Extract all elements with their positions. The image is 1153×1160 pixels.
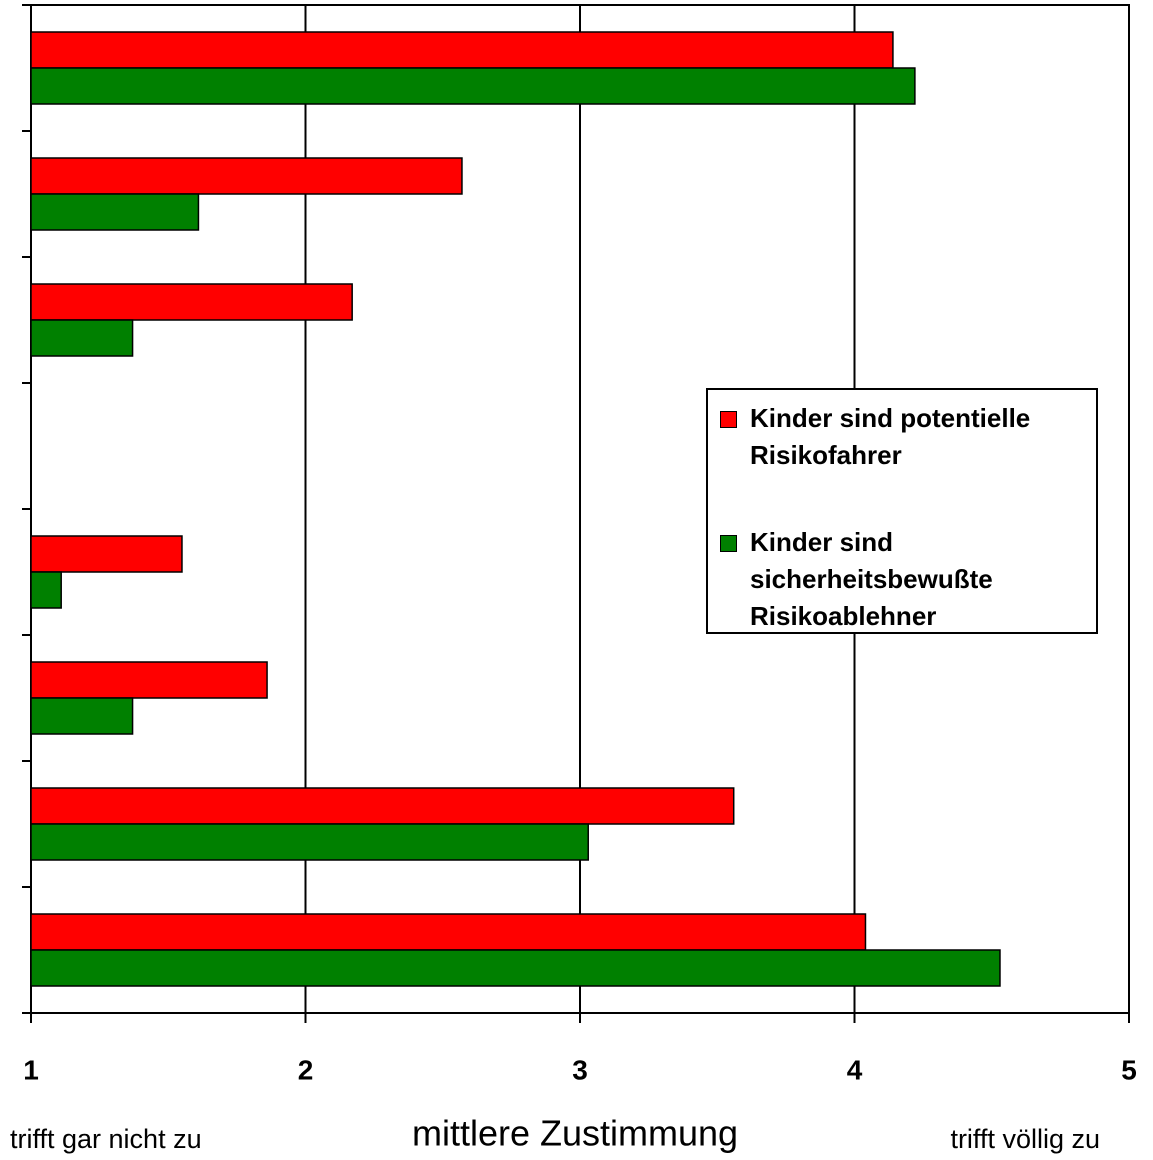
bar <box>30 787 735 825</box>
legend-swatch <box>720 535 737 552</box>
legend-label: Kinder sind sicherheitsbewußte Risikoabl… <box>750 527 993 631</box>
legend-swatch <box>720 411 737 428</box>
bar <box>30 67 916 105</box>
bar <box>30 319 134 357</box>
bar <box>30 571 62 609</box>
bar <box>30 697 134 735</box>
legend-entry: Kinder sind potentielle Risikofahrer <box>710 400 1096 474</box>
legend-entry: Kinder sind sicherheitsbewußte Risikoabl… <box>710 524 1096 635</box>
bar <box>30 913 867 951</box>
bar <box>30 661 268 699</box>
x-tick-label: 2 <box>298 1054 314 1085</box>
x-tick-label: 3 <box>572 1054 588 1085</box>
bar <box>30 157 463 195</box>
legend: Kinder sind potentielle Risikofahrer Kind… <box>706 388 1098 634</box>
bar <box>30 283 353 321</box>
x-tick-label: 4 <box>847 1054 863 1085</box>
legend-label: Kinder sind potentielle Risikofahrer <box>750 403 1031 470</box>
annotation: trifft gar nicht zu <box>10 1124 202 1154</box>
bar <box>30 823 589 861</box>
annotation: trifft völlig zu <box>950 1124 1100 1154</box>
x-tick-label: 5 <box>1121 1054 1137 1085</box>
x-tick-label: 1 <box>23 1054 39 1085</box>
bar <box>30 949 1001 987</box>
bar <box>30 193 200 231</box>
x-axis-label: mittlere Zustimmung <box>412 1113 738 1154</box>
bar <box>30 31 894 69</box>
bar <box>30 535 183 573</box>
